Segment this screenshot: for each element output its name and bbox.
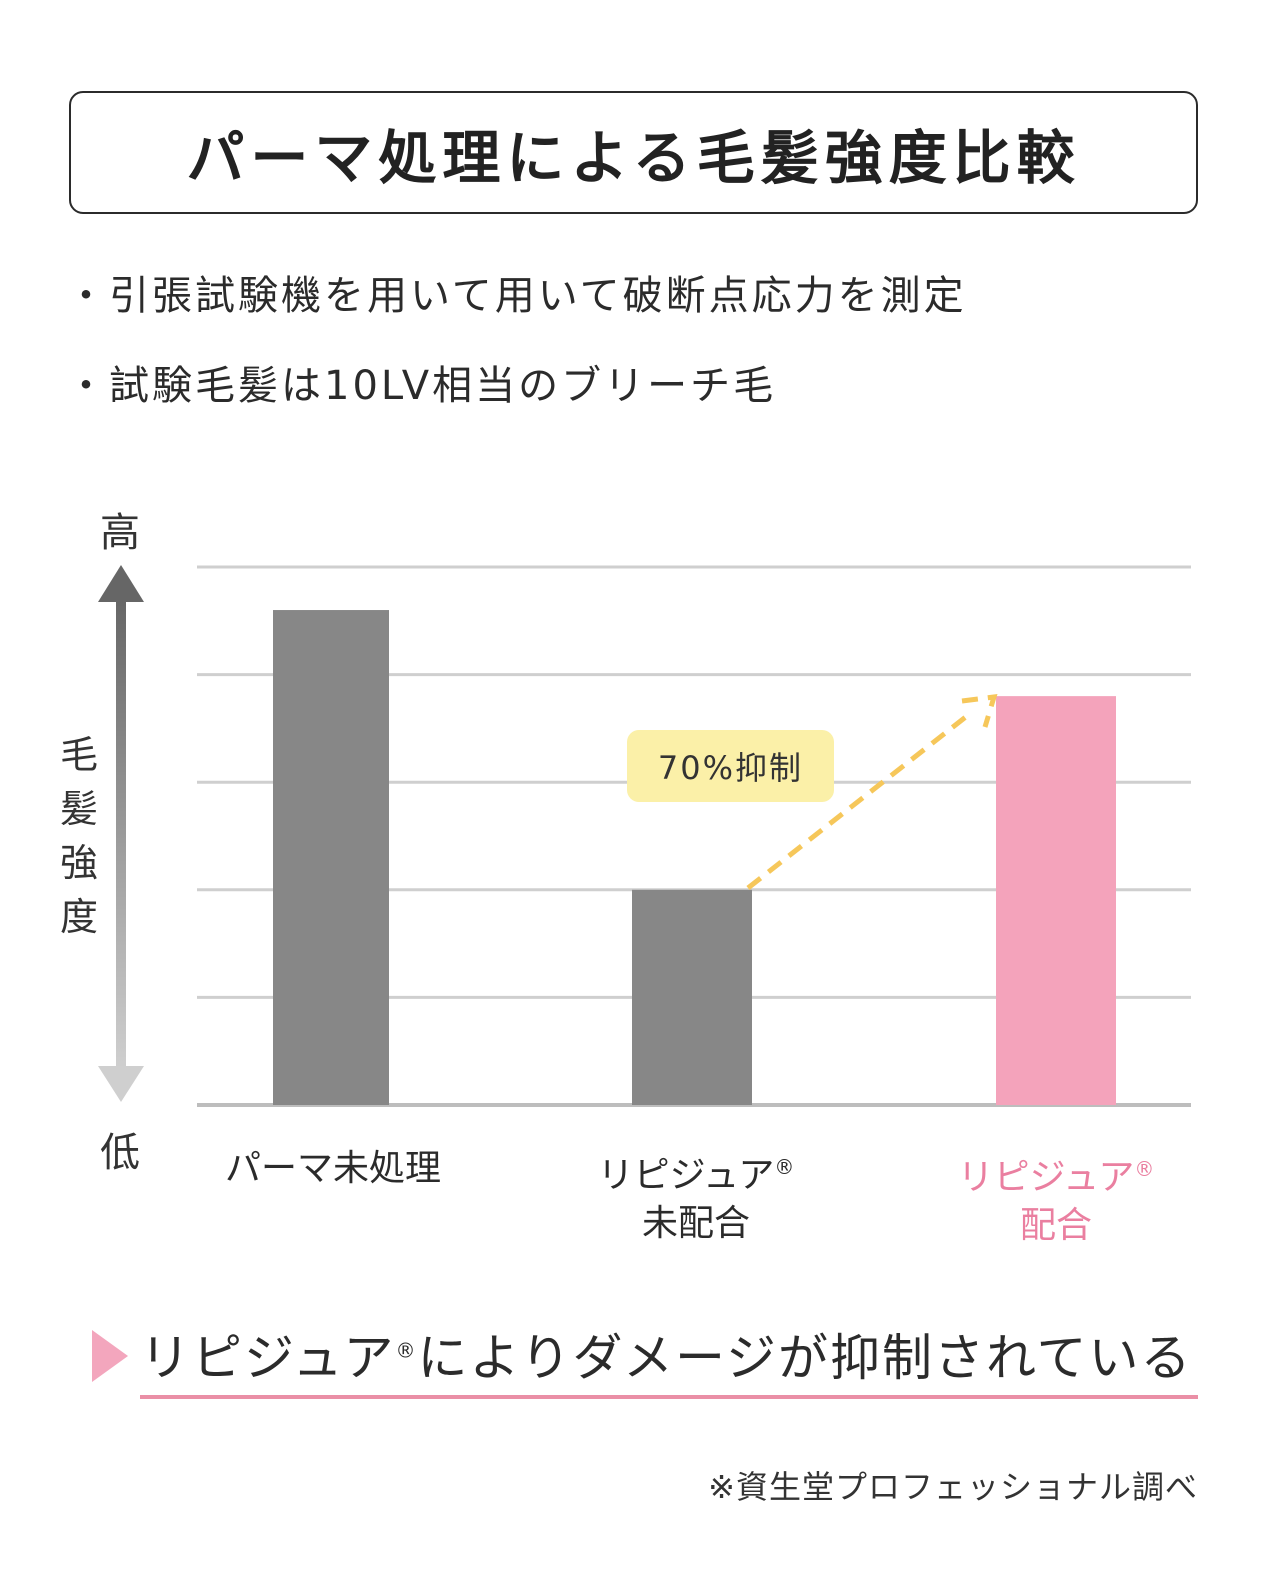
annotation-label: 70%抑制: [627, 730, 834, 802]
bullet-method: ・引張試験機を用いて用いて破断点応力を測定: [66, 273, 967, 319]
annotation-arrow-line: [746, 710, 974, 890]
bar: [632, 889, 752, 1105]
y-axis-title-char: 髪: [59, 787, 98, 831]
y-axis-title-char: 度: [59, 895, 98, 939]
play-triangle-icon: [92, 1330, 128, 1382]
bar: [273, 610, 389, 1105]
bar: [996, 696, 1116, 1105]
y-axis-down-arrowhead: [98, 1066, 144, 1102]
conclusion-underline: [140, 1395, 1198, 1399]
y-axis-shaft: [116, 600, 126, 1068]
chart-title: パーマ処理による毛髪強度比較: [186, 123, 1081, 192]
y-axis-high-label: 高: [100, 510, 140, 556]
conclusion-text: リピジュア®によりダメージが抑制されている: [140, 1329, 1193, 1387]
y-axis-low-label: 低: [100, 1130, 140, 1176]
source-note: ※資生堂プロフェッショナル調べ: [708, 1468, 1198, 1506]
y-axis-title-char: 毛: [59, 733, 98, 777]
category-label: リピジュア® 配合: [957, 1157, 1155, 1246]
y-axis-title-char: 強: [59, 841, 98, 885]
category-label: リピジュア® 未配合: [597, 1155, 795, 1244]
annotation-arrow-head: [961, 694, 998, 728]
category-label: パーマ未処理: [224, 1148, 441, 1189]
bullet-sample: ・試験毛髪は10LV相当のブリーチ毛: [66, 363, 777, 409]
title-box: パーマ処理による毛髪強度比較: [69, 91, 1198, 214]
y-axis-up-arrowhead: [98, 565, 144, 602]
y-axis-title: 毛髪強度: [56, 728, 102, 944]
